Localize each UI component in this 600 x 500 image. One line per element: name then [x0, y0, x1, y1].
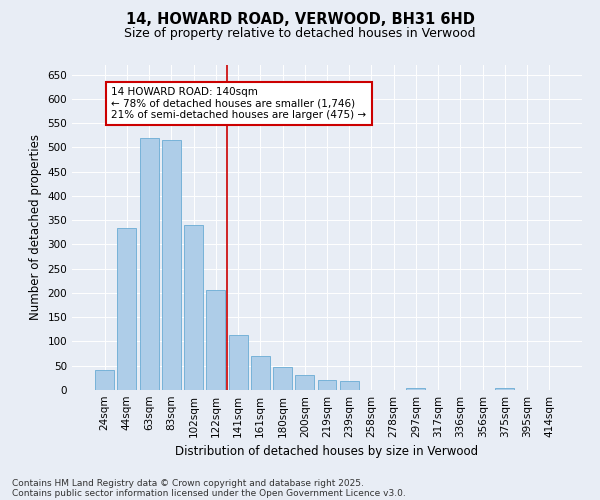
- Bar: [206, 290, 225, 390]
- Bar: [406, 388, 425, 390]
- Y-axis label: Number of detached properties: Number of detached properties: [29, 134, 42, 320]
- Text: 14 HOWARD ROAD: 140sqm
← 78% of detached houses are smaller (1,746)
21% of semi-: 14 HOWARD ROAD: 140sqm ← 78% of detached…: [112, 87, 367, 120]
- Bar: [295, 376, 314, 390]
- Bar: [273, 366, 292, 390]
- X-axis label: Distribution of detached houses by size in Verwood: Distribution of detached houses by size …: [175, 446, 479, 458]
- Bar: [229, 335, 248, 390]
- Bar: [496, 388, 514, 390]
- Bar: [95, 370, 114, 390]
- Text: 14, HOWARD ROAD, VERWOOD, BH31 6HD: 14, HOWARD ROAD, VERWOOD, BH31 6HD: [125, 12, 475, 28]
- Bar: [118, 228, 136, 390]
- Text: Size of property relative to detached houses in Verwood: Size of property relative to detached ho…: [124, 28, 476, 40]
- Bar: [340, 382, 359, 390]
- Bar: [140, 138, 158, 390]
- Text: Contains HM Land Registry data © Crown copyright and database right 2025.: Contains HM Land Registry data © Crown c…: [12, 478, 364, 488]
- Bar: [184, 225, 203, 390]
- Bar: [162, 140, 181, 390]
- Text: Contains public sector information licensed under the Open Government Licence v3: Contains public sector information licen…: [12, 488, 406, 498]
- Bar: [251, 356, 270, 390]
- Bar: [317, 380, 337, 390]
